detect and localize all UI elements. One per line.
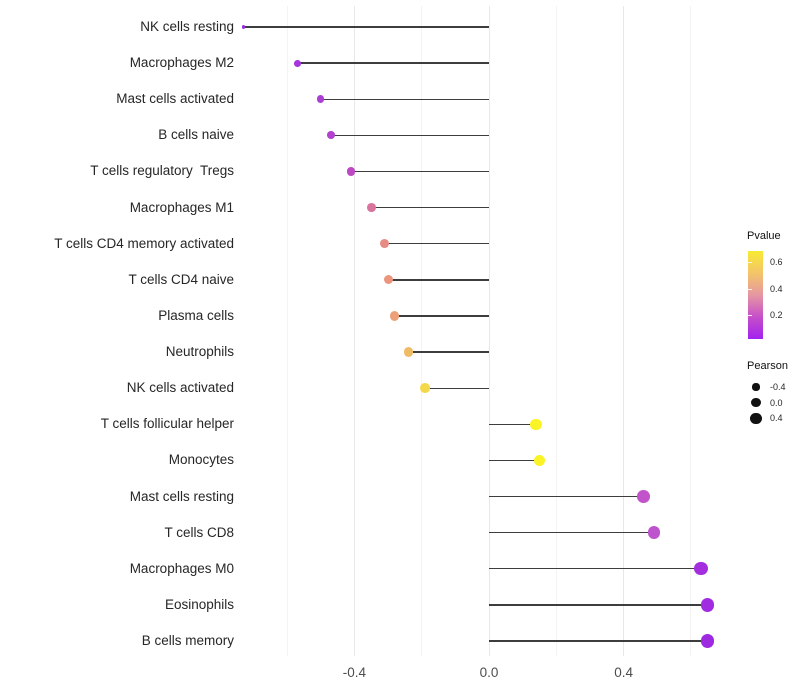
lollipop-dot	[403, 347, 413, 357]
y-axis-label: T cells CD8	[164, 524, 234, 540]
y-axis-label: Eosinophils	[164, 596, 234, 612]
pearson-legend-item: -0.4	[748, 379, 786, 395]
lollipop-stem	[320, 98, 489, 100]
lollipop-stem	[489, 531, 654, 534]
lollipop-stem	[408, 351, 489, 353]
gridline-minor	[286, 6, 288, 656]
lollipop-dot	[694, 562, 708, 576]
y-axis-label: Monocytes	[168, 452, 234, 468]
lollipop-stem	[384, 243, 489, 245]
pvalue-tick-label: 0.2	[770, 310, 783, 321]
lollipop-dot	[701, 598, 715, 612]
lollipop-stem	[371, 206, 489, 209]
pearson-size-dot	[750, 412, 762, 424]
y-axis-label: Mast cells activated	[116, 91, 234, 107]
y-axis-label: Plasma cells	[158, 307, 234, 323]
lollipop-stem	[330, 134, 489, 137]
y-axis-label: B cells memory	[141, 633, 234, 649]
lollipop-dot	[420, 383, 430, 393]
pvalue-legend-title: Pvalue	[747, 230, 781, 242]
pearson-size-dot-wrap	[748, 395, 764, 411]
y-axis-label: Macrophages M2	[129, 55, 234, 71]
lollipop-stem	[489, 495, 644, 498]
lollipop-dot	[530, 418, 542, 430]
gridline-minor	[690, 6, 692, 656]
pearson-size-dot	[751, 397, 761, 408]
x-tick-label: 0.4	[614, 665, 633, 680]
lollipop-dot	[293, 59, 301, 67]
pearson-size-label: 0.0	[770, 397, 783, 408]
lollipop-stem	[425, 387, 489, 389]
y-axis-label: Neutrophils	[165, 344, 234, 360]
lollipop-stem	[489, 459, 540, 462]
pearson-size-dot-wrap	[748, 379, 764, 395]
lollipop-dot	[346, 167, 356, 176]
gridline-minor	[555, 6, 557, 656]
gridline-minor	[421, 6, 423, 656]
lollipop-stem	[489, 423, 537, 425]
pvalue-tick-mark	[748, 288, 752, 290]
pvalue-tick-mark	[748, 262, 752, 264]
lollipop-stem	[489, 604, 708, 606]
pvalue-tick-label: 0.4	[770, 283, 783, 294]
y-axis-label: NK cells activated	[126, 380, 234, 396]
gridline-major	[623, 6, 625, 656]
pvalue-tick-mark	[748, 315, 752, 317]
y-axis-label: T cells follicular helper	[100, 416, 234, 432]
lollipop-dot	[383, 275, 393, 285]
pvalue-gradient-bar: 0.6 0.4 0.2	[748, 251, 783, 339]
y-axis-label: T cells CD4 memory activated	[54, 235, 234, 251]
y-axis-label: Macrophages M1	[129, 199, 234, 215]
pearson-size-label: -0.4	[770, 382, 786, 392]
lollipop-dot	[701, 634, 715, 648]
lollipop-dot	[647, 526, 661, 540]
lollipop-dot	[637, 490, 651, 503]
y-axis-label: Macrophages M0	[129, 560, 234, 576]
lollipop-stem	[388, 279, 489, 281]
lollipop-stem	[297, 62, 489, 64]
x-tick-label: 0.0	[479, 665, 499, 680]
pvalue-tick-label: 0.6	[770, 257, 783, 268]
lollipop-stem	[489, 640, 708, 642]
lollipop-stem	[394, 315, 489, 317]
lollipop-dot	[241, 25, 246, 29]
lollipop-dot	[366, 203, 376, 212]
lollipop-dot	[533, 454, 546, 467]
lollipop-dot	[326, 131, 335, 140]
gridline-major	[353, 6, 355, 656]
pearson-legend-item: 0.4	[748, 410, 783, 426]
pearson-legend-title: Pearson	[747, 360, 788, 372]
y-axis-label: T cells regulatory Tregs	[90, 163, 234, 179]
pearson-legend-item: 0.0	[748, 395, 783, 411]
lollipop-stem	[351, 170, 489, 173]
x-tick-label: -0.4	[342, 665, 367, 680]
pearson-size-dot	[752, 383, 760, 391]
lollipop-stem	[243, 26, 489, 28]
y-axis-label: T cells CD4 naive	[128, 271, 234, 287]
y-axis-label: Mast cells resting	[129, 488, 234, 504]
pearson-size-dot-wrap	[748, 410, 764, 426]
lollipop-dot	[380, 239, 390, 249]
y-axis-label: NK cells resting	[140, 19, 234, 34]
y-axis-label: B cells naive	[158, 127, 234, 143]
pearson-size-label: 0.4	[770, 413, 783, 424]
lollipop-stem	[489, 568, 701, 570]
lollipop-dot	[316, 95, 325, 103]
gridline-major	[488, 6, 490, 656]
lollipop-dot	[390, 311, 400, 321]
